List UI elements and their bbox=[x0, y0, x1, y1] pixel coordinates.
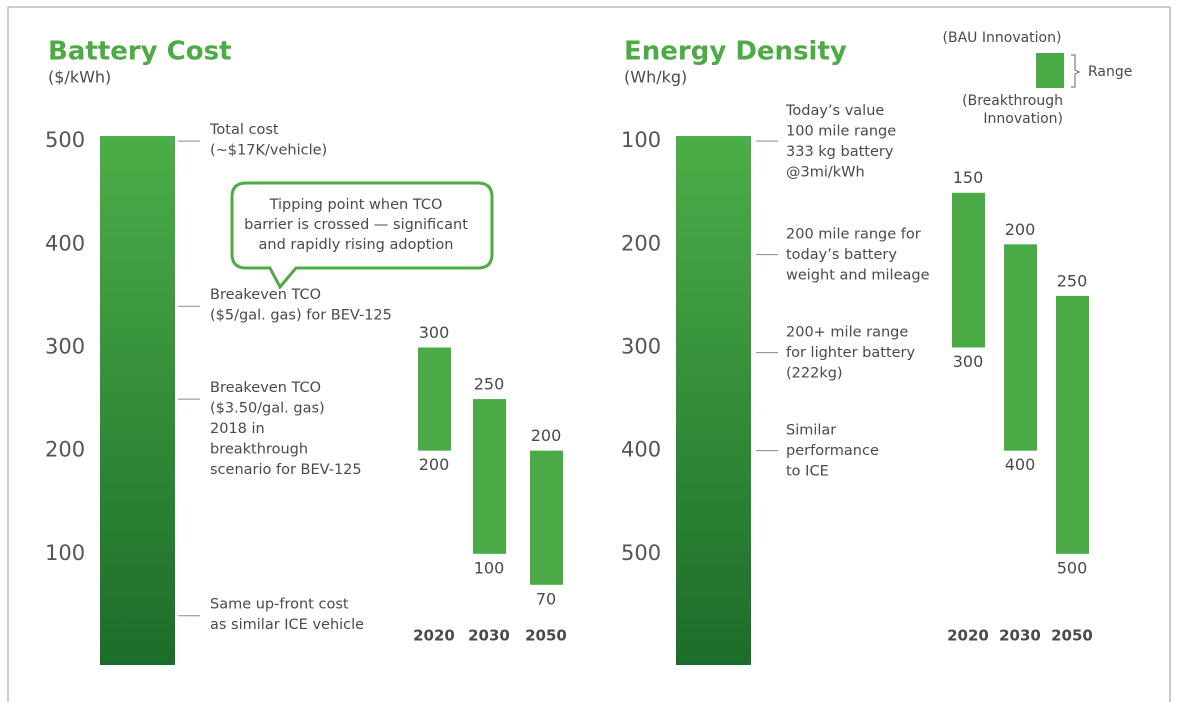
value-label: 150 bbox=[953, 168, 984, 187]
annotation: 100 mile range bbox=[786, 124, 896, 140]
annotation: for lighter battery bbox=[786, 345, 916, 361]
range-bar bbox=[530, 450, 563, 585]
y-tick-label: 500 bbox=[621, 541, 661, 565]
annotation: Breakeven TCO bbox=[210, 380, 321, 396]
annotation: to ICE bbox=[786, 464, 829, 480]
y-tick-label: 200 bbox=[45, 438, 85, 462]
value-label: 100 bbox=[474, 558, 505, 577]
callout-box bbox=[230, 181, 494, 290]
annotation: 333 kg battery bbox=[786, 144, 894, 160]
annotation: ($5/gal. gas) for BEV-125 bbox=[210, 308, 392, 324]
callout-text: Tipping point when TCO bbox=[269, 197, 443, 213]
chart-title: Energy Density bbox=[624, 37, 847, 67]
annotation: ($3.50/gal. gas) bbox=[210, 401, 325, 417]
gradient-bar bbox=[100, 136, 175, 665]
frame bbox=[7, 6, 1171, 702]
y-tick-label: 100 bbox=[45, 541, 85, 565]
range-bar bbox=[1056, 295, 1089, 554]
value-label: 200 bbox=[531, 426, 562, 445]
annotation: Same up-front cost bbox=[210, 597, 349, 613]
annotation: 200+ mile range bbox=[786, 325, 908, 341]
y-tick-label: 300 bbox=[45, 334, 85, 358]
value-label: 250 bbox=[1057, 271, 1088, 290]
value-label: 300 bbox=[953, 352, 984, 371]
annotation: scenario for BEV-125 bbox=[210, 462, 362, 478]
legend-label: (BAU Innovation) bbox=[943, 30, 1062, 46]
value-label: 500 bbox=[1057, 558, 1088, 577]
annotation: performance bbox=[786, 443, 879, 459]
legend-label: (Breakthrough Innovation) bbox=[962, 93, 1063, 127]
value-label: 70 bbox=[536, 589, 556, 608]
y-tick-label: 200 bbox=[621, 231, 661, 255]
range-bar bbox=[1004, 244, 1037, 451]
annotation: today’s battery bbox=[786, 247, 897, 263]
annotation: as similar ICE vehicle bbox=[210, 617, 364, 633]
annotation: 2018 in bbox=[210, 421, 265, 437]
x-tick-label: 2050 bbox=[1051, 627, 1093, 645]
annotation: @3mi/kWh bbox=[786, 165, 865, 181]
value-label: 300 bbox=[419, 323, 450, 342]
x-tick-label: 2030 bbox=[468, 627, 510, 645]
chart-subtitle: (Wh/kg) bbox=[624, 68, 687, 87]
callout-text: and rapidly rising adoption bbox=[259, 237, 454, 253]
x-tick-label: 2030 bbox=[999, 627, 1041, 645]
annotation: 200 mile range for bbox=[786, 227, 921, 243]
value-label: 400 bbox=[1005, 455, 1036, 474]
annotation: breakthrough bbox=[210, 442, 308, 458]
annotation: (222kg) bbox=[786, 366, 843, 382]
chart-title: Battery Cost bbox=[48, 37, 232, 67]
y-tick-label: 100 bbox=[621, 128, 661, 152]
x-tick-label: 2050 bbox=[525, 627, 567, 645]
callout-text: barrier is crossed — significant bbox=[244, 217, 468, 233]
value-label: 200 bbox=[1005, 220, 1036, 239]
range-bar bbox=[952, 192, 985, 348]
range-bar bbox=[473, 399, 506, 554]
annotation: Breakeven TCO bbox=[210, 287, 321, 303]
value-label: 250 bbox=[474, 375, 505, 394]
legend-bracket bbox=[1071, 54, 1081, 88]
annotation: (~$17K/vehicle) bbox=[210, 143, 327, 159]
legend-label: Range bbox=[1088, 64, 1132, 80]
value-label: 200 bbox=[419, 455, 450, 474]
range-bar bbox=[418, 347, 451, 451]
chart-subtitle: ($/kWh) bbox=[48, 68, 111, 87]
annotation: Similar bbox=[786, 423, 836, 439]
legend-swatch bbox=[1036, 53, 1064, 88]
x-tick-label: 2020 bbox=[947, 627, 989, 645]
y-tick-label: 500 bbox=[45, 128, 85, 152]
gradient-bar bbox=[676, 136, 751, 665]
y-tick-label: 400 bbox=[45, 231, 85, 255]
x-tick-label: 2020 bbox=[413, 627, 455, 645]
y-tick-label: 400 bbox=[621, 438, 661, 462]
annotation: weight and mileage bbox=[786, 268, 930, 284]
annotation: Today’s value bbox=[785, 103, 884, 119]
y-tick-label: 300 bbox=[621, 334, 661, 358]
annotation: Total cost bbox=[209, 122, 279, 138]
